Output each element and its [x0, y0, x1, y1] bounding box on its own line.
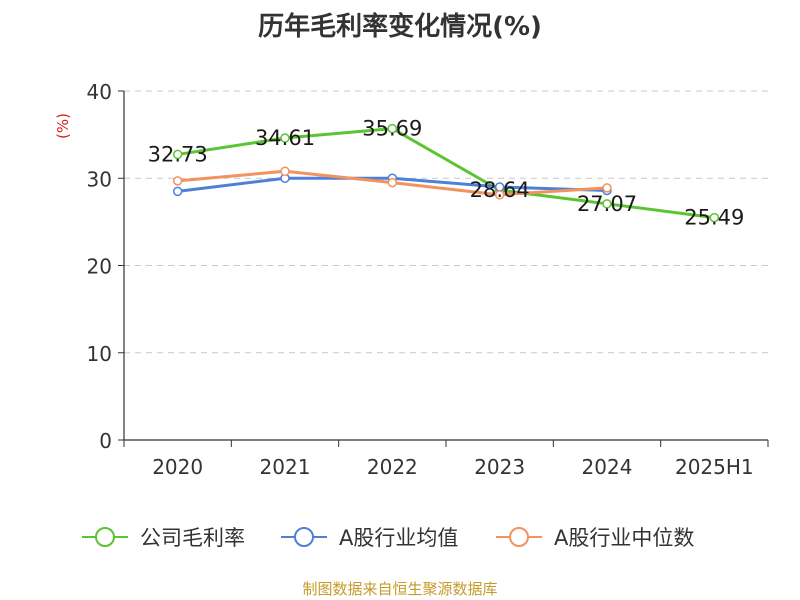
- series-point: [172, 149, 183, 160]
- data-label-layer: 32.73 34.61 35.69 28.64 27.07 25.49: [148, 117, 745, 230]
- series-point: [387, 177, 398, 188]
- series-point: [602, 183, 612, 193]
- x-tick-label: 2025H1: [675, 455, 754, 479]
- series-line: [177, 127, 715, 220]
- data-label: 25.49: [684, 206, 744, 230]
- legend-marker: [294, 527, 314, 547]
- legend-marker: [95, 527, 115, 547]
- series-point: [172, 176, 183, 186]
- series-point: [602, 199, 612, 209]
- chart-title: 历年毛利率变化情况(%): [258, 12, 542, 42]
- x-tick-label: 2024: [582, 455, 633, 479]
- y-axis-label: (%): [54, 113, 72, 139]
- data-label: 35.69: [362, 117, 422, 141]
- series-point: [172, 186, 183, 197]
- data-label: 32.73: [148, 142, 208, 166]
- grid-layer: [124, 90, 768, 354]
- series-layer: [172, 123, 720, 223]
- axis-layer: 0 10 20 30 40 (%) 2020 2021 2022 2023 2024 2025H1: [54, 80, 769, 479]
- data-label: 28.64: [470, 178, 530, 202]
- data-label: 27.07: [577, 192, 637, 216]
- legend: 公司毛利率 A股行业均值 A股行业中位数: [82, 526, 694, 550]
- legend-label: A股行业均值: [339, 526, 458, 550]
- legend-marker: [509, 527, 529, 547]
- series-point: [387, 123, 398, 134]
- y-tick-label: 40: [87, 80, 112, 104]
- y-tick-label: 20: [87, 255, 112, 279]
- legend-label: 公司毛利率: [140, 526, 245, 550]
- y-tick-label: 30: [87, 167, 112, 191]
- series-point: [494, 190, 505, 200]
- x-tick-label: 2021: [260, 455, 311, 479]
- x-tick-label: 2022: [367, 455, 418, 479]
- source-note: 制图数据来自恒生聚源数据库: [302, 580, 498, 598]
- y-tick-label: 10: [87, 342, 112, 366]
- data-label: 34.61: [255, 126, 315, 150]
- x-tick-label: 2023: [474, 455, 525, 479]
- series-point: [280, 166, 290, 177]
- legend-label: A股行业中位数: [554, 526, 694, 550]
- series-point: [709, 212, 720, 223]
- series-point: [280, 133, 290, 143]
- x-tick-label: 2020: [152, 455, 203, 479]
- y-tick-label: 0: [99, 429, 112, 453]
